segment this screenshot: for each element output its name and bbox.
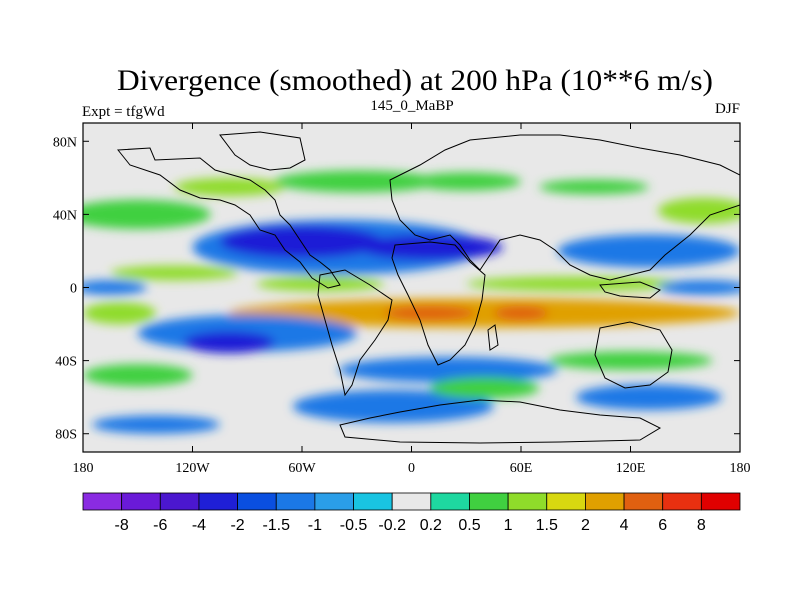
- colorbar-box: [314, 492, 354, 511]
- greenland-outline: [219, 131, 306, 171]
- x-tick-label: 120E: [616, 461, 646, 476]
- colorbar-box: [469, 492, 509, 511]
- contour-region-17: [493, 305, 549, 321]
- map-plot-area: 180 120W 60W 0 60E 120E 180 80N 40N 0 40S 80S: [53, 122, 751, 476]
- antarctica-outline: [339, 399, 662, 444]
- y-tick-label: 0: [70, 282, 77, 297]
- contour-region-20: [183, 331, 275, 354]
- contour-region-12: [557, 234, 740, 268]
- contour-region-11: [356, 234, 503, 261]
- contour-region-16: [384, 305, 476, 321]
- x-tick-label: 0: [408, 461, 415, 476]
- contour-region-7: [256, 276, 385, 292]
- contour-region-22: [292, 389, 494, 423]
- contour-region-15: [229, 298, 740, 328]
- x-tick-label: 120W: [175, 461, 210, 476]
- colorbar-label: -8: [115, 517, 129, 534]
- contour-region-24: [429, 377, 540, 399]
- contour-region-14: [657, 280, 740, 295]
- contour-region-21: [338, 357, 558, 383]
- contour-region-13: [83, 280, 147, 295]
- contour-region-10: [219, 225, 385, 259]
- contour-region-6: [110, 265, 239, 281]
- colorbar-label: -0.2: [378, 517, 406, 534]
- colorbar-box: [585, 492, 625, 511]
- contour-region-0: [83, 199, 211, 229]
- x-axis-ticks: 180 120W 60W 0 60E 120E 180: [73, 123, 751, 476]
- colorbar-labels: -8 -6 -4 -2 -1.5 -1 -0.5 -0.2 0.2 0.5 1 1.5 2 4 6 8: [115, 517, 706, 534]
- contour-region-27: [92, 415, 220, 434]
- australia-outline: [594, 321, 673, 389]
- y-tick-label: 80N: [53, 135, 77, 150]
- x-tick-label: 60W: [288, 461, 316, 476]
- colorbar-label: -1.5: [262, 517, 290, 534]
- y-tick-label: 80S: [55, 428, 77, 443]
- colorbar-box: [82, 492, 123, 511]
- contour-region-3: [411, 172, 522, 191]
- chart-title: Divergence (smoothed) at 200 hPa (10**6 …: [117, 64, 713, 97]
- contour-region-5: [657, 197, 740, 224]
- colorbar-boxes: [82, 492, 741, 511]
- y-tick-label: 40S: [55, 355, 77, 370]
- y-axis-ticks: 80N 40N 0 40S 80S: [53, 135, 740, 443]
- colorbar-box: [159, 492, 200, 511]
- colorbar-label: 1.5: [536, 517, 558, 534]
- colorbar-box: [237, 492, 277, 511]
- x-tick-label: 180: [73, 461, 94, 476]
- colorbar-box: [198, 492, 238, 511]
- eurasia-outline: [389, 134, 740, 281]
- colorbar: -8 -6 -4 -2 -1.5 -1 -0.5 -0.2 0.2 0.5 1 1.5 2 4 6 8: [82, 492, 741, 534]
- maritime-continent-outline: [599, 281, 661, 299]
- contour-region-18: [83, 302, 156, 325]
- colorbar-box: [353, 492, 393, 511]
- colorbar-box: [275, 492, 316, 511]
- africa-outline: [391, 241, 486, 366]
- right-string: DJF: [715, 101, 740, 117]
- contour-region-8: [466, 276, 686, 292]
- colorbar-label: 4: [620, 517, 629, 534]
- center-string: 145_0_MaBP: [370, 98, 453, 114]
- colorbar-label: -4: [192, 517, 206, 534]
- colorbar-box: [391, 492, 432, 511]
- colorbar-label: 0.2: [420, 517, 442, 534]
- colorbar-box: [430, 492, 470, 511]
- contour-region-23: [83, 364, 193, 387]
- colorbar-label: 8: [697, 517, 706, 534]
- colorbar-box: [700, 492, 741, 511]
- colorbar-box: [121, 492, 161, 511]
- contour-region-26: [548, 351, 713, 370]
- y-tick-label: 40N: [53, 208, 77, 223]
- colorbar-label: 0.5: [458, 517, 480, 534]
- colorbar-box: [662, 492, 702, 511]
- x-tick-label: 60E: [510, 461, 533, 476]
- colorbar-label: 2: [581, 517, 590, 534]
- colorbar-box: [623, 492, 664, 511]
- colorbar-label: -1: [308, 517, 322, 534]
- madagascar-outline: [487, 324, 499, 351]
- contour-region-25: [575, 384, 722, 411]
- colorbar-label: -2: [230, 517, 244, 534]
- colorbar-label: -6: [153, 517, 167, 534]
- south-america-outline: [317, 269, 393, 397]
- colorbar-label: 1: [504, 517, 513, 534]
- north-america-outline: [117, 147, 341, 289]
- colorbar-label: 6: [658, 517, 667, 534]
- colorbar-box: [546, 492, 586, 511]
- colorbar-label: -0.5: [340, 517, 368, 534]
- contour-region-1: [174, 177, 284, 197]
- contour-region-4: [539, 179, 649, 195]
- coastline-outlines: [117, 131, 740, 444]
- x-tick-label: 180: [730, 461, 751, 476]
- colorbar-box: [507, 492, 548, 511]
- left-string: Expt = tfgWd: [82, 104, 165, 120]
